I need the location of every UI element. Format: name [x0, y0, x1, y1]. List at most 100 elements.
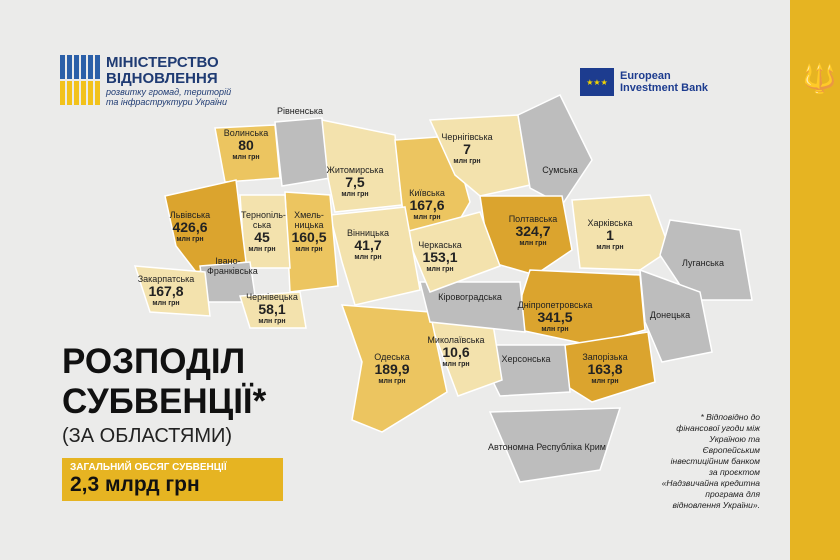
region-unit: млн грн — [176, 236, 204, 243]
region-shape — [517, 94, 593, 206]
region-shape — [239, 291, 307, 329]
title-line-1: РОЗПОДІЛ — [62, 342, 246, 381]
region-value: 10,6 — [442, 344, 470, 360]
region-name: Рівненська — [276, 106, 324, 116]
eib-name-2: Investment Bank — [620, 82, 709, 94]
region-name: Чернівецька — [246, 292, 298, 302]
region-shape — [321, 119, 403, 213]
region-name: Одеська — [374, 352, 410, 362]
region-name: Полтавська — [508, 214, 558, 224]
region-unit: млн грн — [295, 246, 323, 253]
region-unit: млн грн — [258, 318, 286, 325]
region-value: 58,1 — [258, 301, 286, 317]
ministry-name: МІНІСТЕРСТВО — [106, 54, 219, 71]
region-name: Хмель-ницька — [294, 210, 324, 230]
region-label: Львівська 426,6 млн грн — [170, 210, 210, 245]
region-label: Івано-Франківська — [207, 256, 258, 276]
region-label: Чернівецька 58,1 млн грн — [246, 292, 298, 327]
region-name: Автономна Республіка Крим — [488, 442, 606, 452]
region-value: 80 — [238, 137, 254, 153]
region-label: Чернігівська 7 млн грн — [441, 132, 492, 167]
region-value: 167,6 — [409, 197, 445, 213]
region-label: Дніпропетровська 341,5 млн грн — [518, 300, 593, 335]
region-value: 45 — [254, 229, 270, 245]
region-unit: млн грн — [413, 214, 441, 221]
region-label: Миколаївська 10,6 млн грн — [427, 335, 484, 370]
region-label: Черкаська 153,1 млн грн — [418, 240, 461, 275]
region-shape — [214, 124, 281, 183]
region-value: 7 — [463, 141, 471, 157]
region-unit: млн грн — [378, 378, 406, 385]
region-shape — [419, 281, 526, 333]
region-label: Вінницька 41,7 млн грн — [347, 228, 389, 263]
region-label: Автономна Республіка Крим — [488, 442, 606, 452]
region-label: Харківська 1 млн грн — [588, 218, 633, 253]
region-name: Волинська — [223, 128, 269, 138]
region-shape — [571, 194, 671, 271]
region-label: Хмель-ницька 160,5 млн грн — [288, 210, 330, 255]
region-value: 41,7 — [354, 237, 382, 253]
region-value: 160,5 — [291, 229, 327, 245]
region-label: Запорізька 163,8 млн грн — [582, 352, 627, 387]
region-name: Житомирська — [326, 165, 384, 175]
ministry-sub: розвитку громад, територій — [106, 87, 232, 97]
region-label: Донецька — [650, 310, 690, 320]
region-unit: млн грн — [248, 246, 276, 253]
title-line-2: СУБВЕНЦІЇ* — [62, 382, 267, 421]
region-label: Херсонська — [502, 354, 551, 364]
region-shape — [274, 117, 331, 187]
total-box: ЗАГАЛЬНИЙ ОБСЯГ СУБВЕНЦІЇ 2,3 млрд грн — [62, 458, 283, 501]
region-unit: млн грн — [541, 326, 569, 333]
region-name: Херсонська — [501, 354, 551, 364]
region-value: 153,1 — [422, 249, 458, 265]
region-name: Дніпропетровська — [517, 300, 593, 310]
region-value: 163,8 — [587, 361, 623, 377]
region-unit: млн грн — [519, 240, 547, 247]
trident-icon: 🔱 — [802, 63, 837, 94]
region-label: Волинська 80 млн грн — [224, 128, 268, 163]
accent-strip — [790, 0, 840, 560]
region-label: Кіровоградська — [438, 292, 502, 302]
total-value: 2,3 млрд грн — [70, 473, 200, 496]
total-label: ЗАГАЛЬНИЙ ОБСЯГ СУБВЕНЦІЇ — [70, 462, 227, 473]
region-unit: млн грн — [442, 361, 470, 368]
region-name: Вінницька — [347, 228, 389, 238]
region-shape — [133, 265, 211, 317]
eib-logo: ★★★ European Investment Bank — [580, 68, 708, 96]
ministry-name-2: ВІДНОВЛЕННЯ — [106, 70, 218, 87]
region-value: 324,7 — [515, 223, 551, 239]
region-name: Луганська — [682, 258, 724, 268]
region-unit: млн грн — [426, 266, 454, 273]
region-shape — [488, 407, 622, 483]
region-name: Терноnіль-ська — [241, 210, 286, 230]
region-name: Харківська — [587, 218, 633, 228]
region-name: Миколаївська — [427, 335, 485, 345]
region-value: 167,8 — [148, 283, 184, 299]
region-unit: млн грн — [232, 154, 260, 161]
region-shape — [329, 206, 421, 306]
region-value: 341,5 — [537, 309, 573, 325]
region-name: Сумська — [542, 165, 578, 175]
region-name: Івано-Франківська — [207, 256, 258, 276]
region-unit: млн грн — [596, 244, 624, 251]
ministry-logo: МІНІСТЕРСТВО ВІДНОВЛЕННЯ розвитку громад… — [60, 55, 231, 107]
region-name: Кіровоградська — [438, 292, 502, 302]
region-value: 189,9 — [374, 361, 410, 377]
region-shape — [403, 211, 501, 293]
region-name: Львівська — [169, 210, 211, 220]
region-unit: млн грн — [591, 378, 619, 385]
region-value: 7,5 — [345, 174, 365, 190]
region-shape — [428, 114, 531, 197]
region-label: Полтавська 324,7 млн грн — [509, 214, 558, 249]
footnote: * Відповідно до фінансової угоди між Укр… — [661, 412, 760, 510]
region-name: Закарпатська — [137, 274, 195, 284]
region-unit: млн грн — [453, 158, 481, 165]
region-label: Київська 167,6 млн грн — [409, 188, 445, 223]
region-value: 1 — [606, 227, 614, 243]
region-label: Сумська — [542, 165, 577, 175]
eu-flag-icon: ★★★ — [580, 68, 614, 96]
eib-name: European — [620, 70, 671, 82]
page-title: РОЗПОДІЛ СУБВЕНЦІЇ* — [62, 342, 266, 422]
region-label: Луганська — [682, 258, 724, 268]
region-unit: млн грн — [341, 191, 369, 198]
